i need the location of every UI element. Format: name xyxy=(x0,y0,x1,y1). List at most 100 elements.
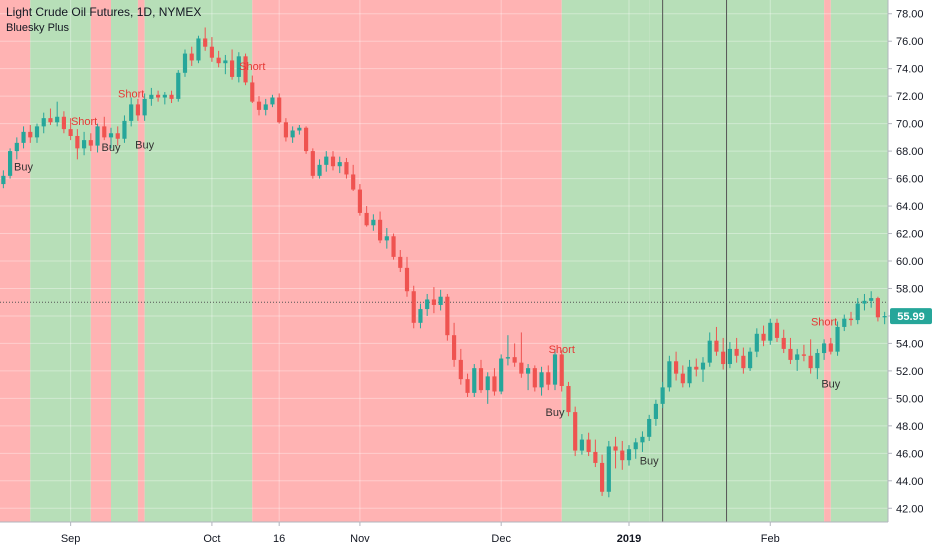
candle xyxy=(822,339,827,360)
candle-body xyxy=(48,118,53,123)
candle xyxy=(465,373,470,397)
candle-body xyxy=(485,376,490,391)
candle xyxy=(842,314,847,332)
candle-body xyxy=(761,333,766,341)
zone-long-5 xyxy=(144,0,253,522)
candle xyxy=(196,35,201,64)
candle-body xyxy=(748,351,753,369)
candle xyxy=(647,414,652,441)
candle-body xyxy=(512,357,517,363)
candle xyxy=(129,97,134,127)
zone-long-10 xyxy=(830,0,888,522)
candle-body xyxy=(445,296,450,336)
candle xyxy=(142,93,147,121)
zone-long-8 xyxy=(649,0,825,522)
candle-body xyxy=(822,343,827,354)
candle-body xyxy=(600,462,605,492)
x-tick-label: Dec xyxy=(491,533,511,545)
candle xyxy=(593,439,598,468)
y-axis-panel xyxy=(888,0,932,522)
candle xyxy=(256,96,262,116)
y-tick-label: 52.00 xyxy=(896,366,924,378)
candle-body xyxy=(391,236,396,257)
candle-body xyxy=(310,151,315,176)
candle-body xyxy=(808,355,813,369)
candle-body xyxy=(182,53,188,73)
candle-body xyxy=(223,60,228,64)
candle-body xyxy=(438,296,443,305)
candle-body xyxy=(539,372,544,388)
candle xyxy=(8,148,13,179)
candle xyxy=(317,159,322,179)
candle xyxy=(862,293,867,311)
candle-body xyxy=(384,236,389,241)
candle xyxy=(431,287,436,314)
candle xyxy=(680,365,685,388)
candle-body xyxy=(526,368,531,374)
candle-body xyxy=(14,142,19,152)
candle xyxy=(573,406,578,457)
candle-body xyxy=(82,140,87,149)
candle-body xyxy=(862,300,867,304)
short-signal: Short xyxy=(811,317,837,329)
candle xyxy=(485,372,490,404)
candle xyxy=(203,27,208,51)
candle xyxy=(236,52,241,83)
candle-body xyxy=(734,348,739,356)
candle-body xyxy=(882,316,887,318)
candle-body xyxy=(337,162,342,167)
candle-body xyxy=(404,267,410,292)
candle-body xyxy=(781,337,786,349)
candle-body xyxy=(842,318,847,327)
short-signal: Short xyxy=(118,89,144,101)
candle xyxy=(882,311,887,325)
candle-body xyxy=(357,189,362,213)
candle-body xyxy=(687,366,692,384)
candle-body xyxy=(492,376,497,392)
candle-body xyxy=(606,446,611,492)
candle xyxy=(330,151,336,171)
candle-body xyxy=(593,451,598,463)
candle-body xyxy=(75,135,80,149)
candle xyxy=(263,98,268,116)
zone-short-0 xyxy=(0,0,31,522)
candle xyxy=(398,250,403,272)
y-tick-label: 58.00 xyxy=(896,283,924,295)
candle xyxy=(250,75,255,104)
indicator-name[interactable]: Bluesky Plus xyxy=(6,22,69,34)
candle xyxy=(88,133,93,152)
candle xyxy=(438,289,443,311)
candle-body xyxy=(142,98,147,116)
candle-body xyxy=(290,130,295,138)
candle xyxy=(707,332,712,367)
candle xyxy=(411,285,416,329)
candle xyxy=(344,157,349,179)
candle-body xyxy=(277,97,282,123)
candle-body xyxy=(351,174,356,190)
candle-body xyxy=(828,343,833,352)
candle xyxy=(613,436,618,469)
candle xyxy=(552,348,558,391)
candle xyxy=(41,112,46,134)
candle xyxy=(741,347,746,374)
candle xyxy=(169,90,174,104)
candle xyxy=(788,337,793,365)
candle-body xyxy=(835,326,840,352)
y-tick-label: 72.00 xyxy=(896,91,924,103)
candle xyxy=(828,337,833,355)
candle-body xyxy=(115,133,120,139)
candle-body xyxy=(674,361,679,374)
y-tick-label: 76.00 xyxy=(896,36,924,48)
candle xyxy=(640,431,645,452)
candle xyxy=(620,440,625,470)
short-signal: Short xyxy=(549,344,575,356)
candle xyxy=(478,359,484,393)
candle-body xyxy=(653,403,658,419)
x-axis-ticks[interactable]: Sep Oct 16 Nov Dec 2019 Feb xyxy=(61,522,780,545)
candle xyxy=(761,325,766,347)
candle xyxy=(351,164,356,191)
chart-title[interactable]: Light Crude Oil Futures, 1D, NYMEX xyxy=(6,5,201,19)
candle xyxy=(808,339,813,374)
y-tick-label: 62.00 xyxy=(896,229,924,241)
candle-body xyxy=(108,133,114,138)
